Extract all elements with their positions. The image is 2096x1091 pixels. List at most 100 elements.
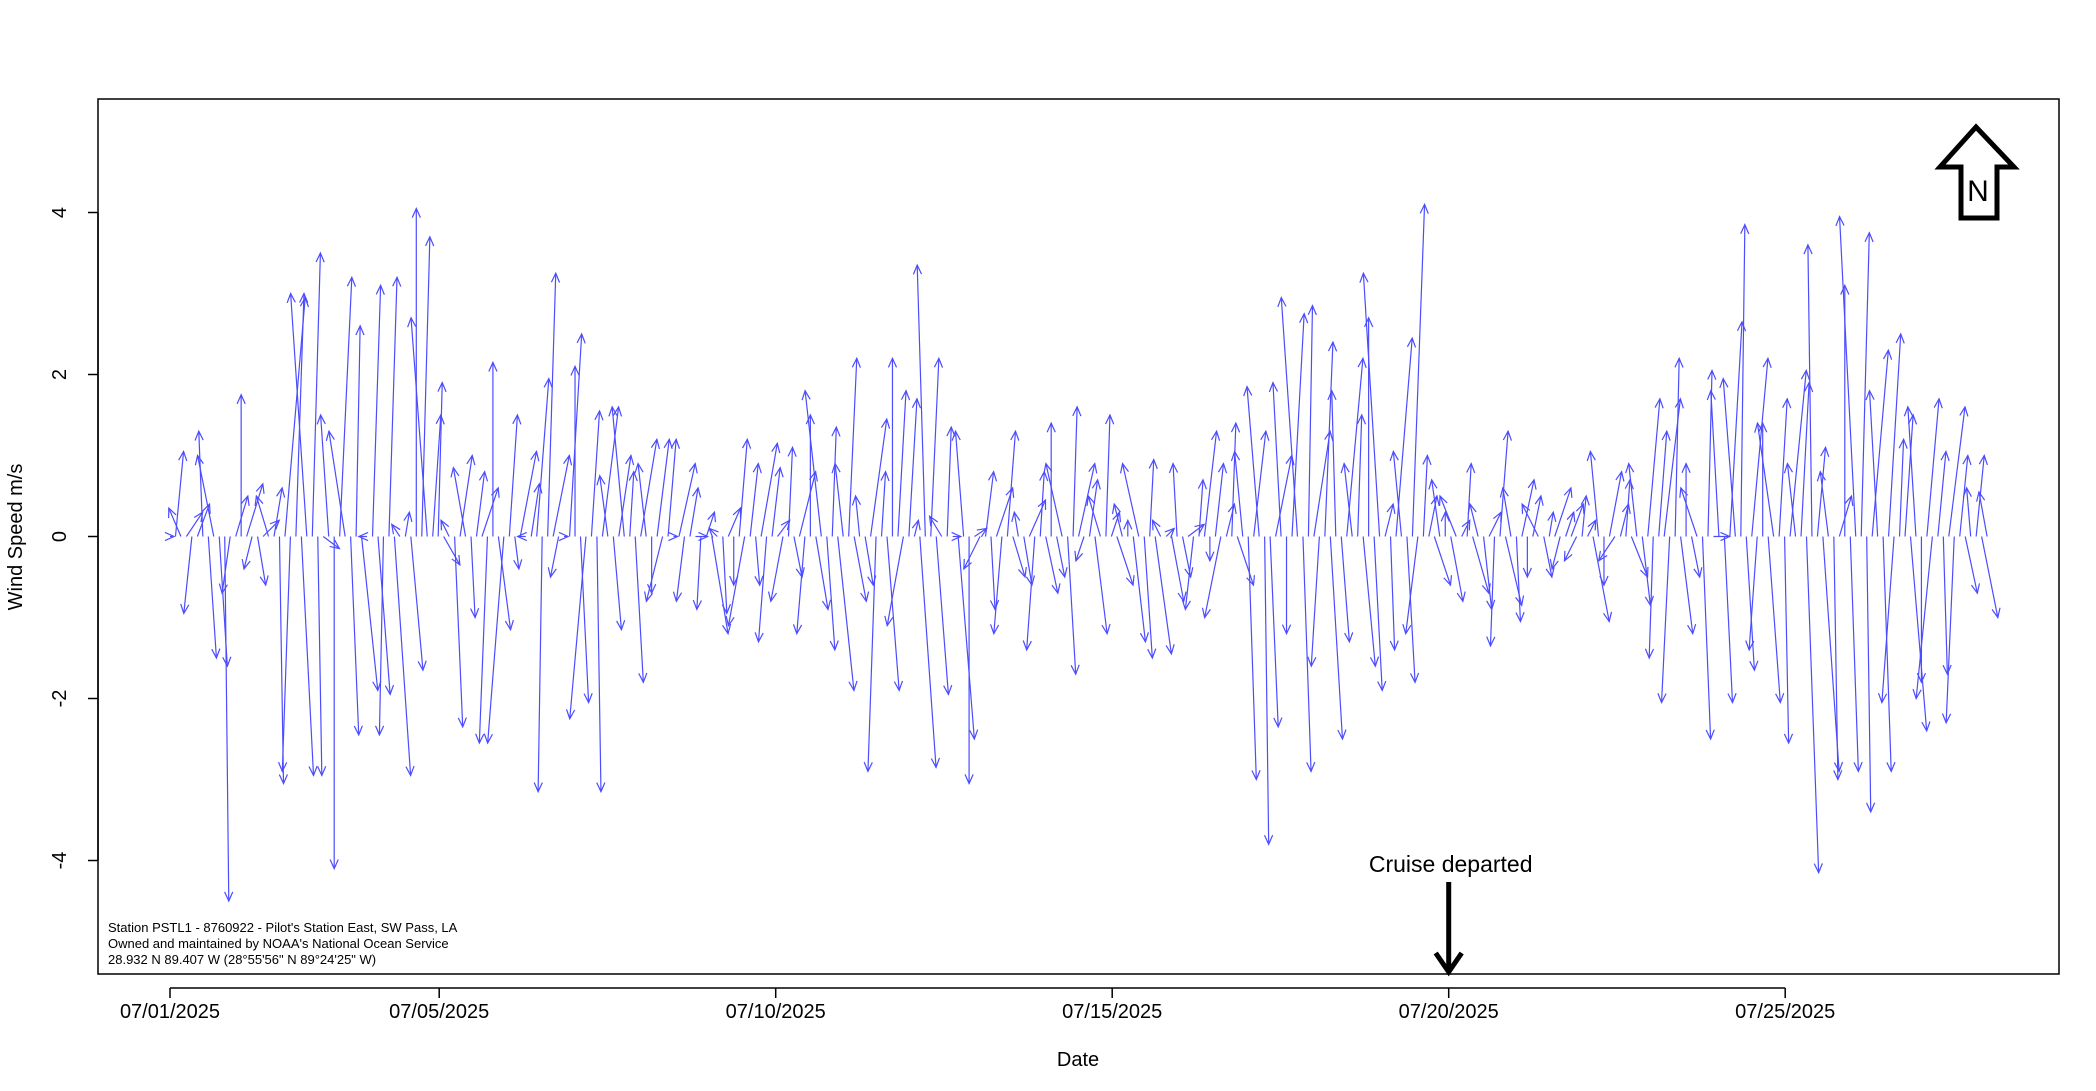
wind-vector bbox=[565, 536, 587, 721]
wind-vector bbox=[497, 536, 514, 632]
y-axis: -4 -2 0 2 4 bbox=[49, 207, 99, 870]
wind-vector bbox=[777, 519, 791, 537]
wind-vector bbox=[1580, 494, 1590, 537]
wind-vector bbox=[946, 425, 956, 537]
wind-vector bbox=[300, 536, 318, 777]
wind-vector bbox=[951, 531, 963, 542]
wind-vector bbox=[207, 536, 221, 660]
wind-vector bbox=[1948, 405, 1969, 537]
wind-vector bbox=[1916, 536, 1927, 684]
wind-vector bbox=[647, 536, 657, 595]
wind-vector bbox=[692, 536, 702, 611]
wind-vector bbox=[1586, 449, 1600, 537]
wind-vector bbox=[1754, 421, 1775, 537]
wind-vector bbox=[1433, 536, 1453, 587]
wind-vector bbox=[1713, 531, 1732, 542]
wind-vector bbox=[1877, 536, 1895, 705]
wind-vector bbox=[1384, 502, 1396, 537]
wind-vector bbox=[530, 482, 543, 537]
wind-vector bbox=[1132, 536, 1150, 644]
wind-vector bbox=[1151, 518, 1162, 537]
wind-vector bbox=[964, 536, 974, 786]
wind-vector bbox=[440, 518, 450, 537]
wind-vector bbox=[1723, 536, 1737, 705]
wind-vector bbox=[1123, 518, 1133, 537]
wind-vector bbox=[668, 531, 680, 542]
wind-vector bbox=[374, 536, 385, 737]
wind-vector bbox=[951, 429, 965, 537]
wind-vector bbox=[459, 454, 476, 537]
wind-vector bbox=[311, 251, 325, 537]
wind-vector bbox=[678, 462, 698, 537]
wind-vector bbox=[792, 536, 806, 636]
wind-vector bbox=[689, 486, 702, 537]
wind-vector bbox=[1307, 536, 1320, 668]
wind-vector bbox=[1164, 527, 1176, 538]
wind-vector bbox=[316, 413, 330, 537]
wind-vector bbox=[1554, 486, 1573, 537]
wind-vector bbox=[322, 536, 341, 550]
wind-vector bbox=[1181, 536, 1195, 611]
wind-vector bbox=[411, 206, 421, 537]
wind-vector bbox=[1088, 478, 1101, 537]
wind-vector bbox=[908, 397, 922, 537]
wind-vector bbox=[1028, 498, 1047, 537]
wind-vector bbox=[787, 445, 797, 537]
wind-vector bbox=[443, 536, 461, 567]
wind-vector bbox=[1105, 413, 1115, 537]
wind-vector bbox=[355, 324, 365, 537]
wind-vector bbox=[695, 531, 710, 542]
north-label: N bbox=[1967, 175, 1989, 208]
wind-vector bbox=[1201, 536, 1222, 619]
wind-vector bbox=[1171, 536, 1187, 603]
x-axis: 07/01/2025 07/05/2025 07/10/2025 07/15/2025… bbox=[120, 987, 1835, 1023]
wind-vector bbox=[1011, 510, 1021, 537]
wind-vector bbox=[516, 531, 528, 542]
wind-vector bbox=[246, 482, 265, 537]
wind-vector bbox=[224, 536, 234, 903]
y-tick-label: -2 bbox=[49, 690, 71, 708]
wind-vector bbox=[277, 536, 292, 773]
wind-vector bbox=[1644, 536, 1655, 660]
wind-vector bbox=[1110, 510, 1122, 537]
wind-vector bbox=[194, 454, 215, 537]
wind-vector bbox=[1263, 536, 1274, 846]
wind-vector bbox=[1547, 510, 1557, 537]
wind-vector bbox=[727, 506, 742, 537]
wind-vector bbox=[853, 536, 870, 603]
wind-vector bbox=[1658, 429, 1671, 537]
wind-vector bbox=[749, 462, 762, 537]
wind-vector bbox=[1909, 536, 1931, 733]
wind-vector bbox=[317, 536, 327, 777]
wind-vector bbox=[1253, 429, 1270, 537]
wind-vector bbox=[1745, 536, 1758, 652]
wind-vector bbox=[295, 292, 309, 537]
wind-vector bbox=[1203, 429, 1221, 537]
y-tick-label: -4 bbox=[49, 852, 71, 870]
wind-vector bbox=[1046, 421, 1056, 537]
wind-vector bbox=[1428, 494, 1440, 537]
wind-vector bbox=[667, 437, 681, 537]
wind-vector bbox=[410, 536, 427, 672]
wind-vector bbox=[1680, 536, 1697, 636]
wind-vector bbox=[1461, 518, 1471, 537]
wind-vector bbox=[1205, 536, 1215, 563]
wind-vector bbox=[1225, 502, 1237, 537]
cruise-departed-arrow-head bbox=[1433, 951, 1464, 977]
wind-vector bbox=[1056, 536, 1068, 579]
x-tick-label: 07/10/2025 bbox=[726, 1001, 826, 1023]
wind-vector bbox=[935, 536, 953, 696]
wind-vector bbox=[180, 536, 193, 615]
wind-vector bbox=[1926, 397, 1943, 537]
wind-vector bbox=[1976, 490, 1988, 537]
wind-vector bbox=[1467, 502, 1479, 537]
wind-vector bbox=[1012, 536, 1027, 579]
wind-vector bbox=[596, 474, 609, 537]
wind-vector bbox=[1356, 413, 1367, 537]
y-tick-label: 0 bbox=[49, 531, 71, 542]
wind-vector bbox=[568, 332, 586, 537]
wind-vector bbox=[1359, 271, 1381, 537]
x-tick-label: 07/15/2025 bbox=[1062, 1001, 1162, 1023]
wind-vector bbox=[1630, 536, 1649, 579]
cruise-departed-label: Cruise departed bbox=[1369, 851, 1533, 877]
